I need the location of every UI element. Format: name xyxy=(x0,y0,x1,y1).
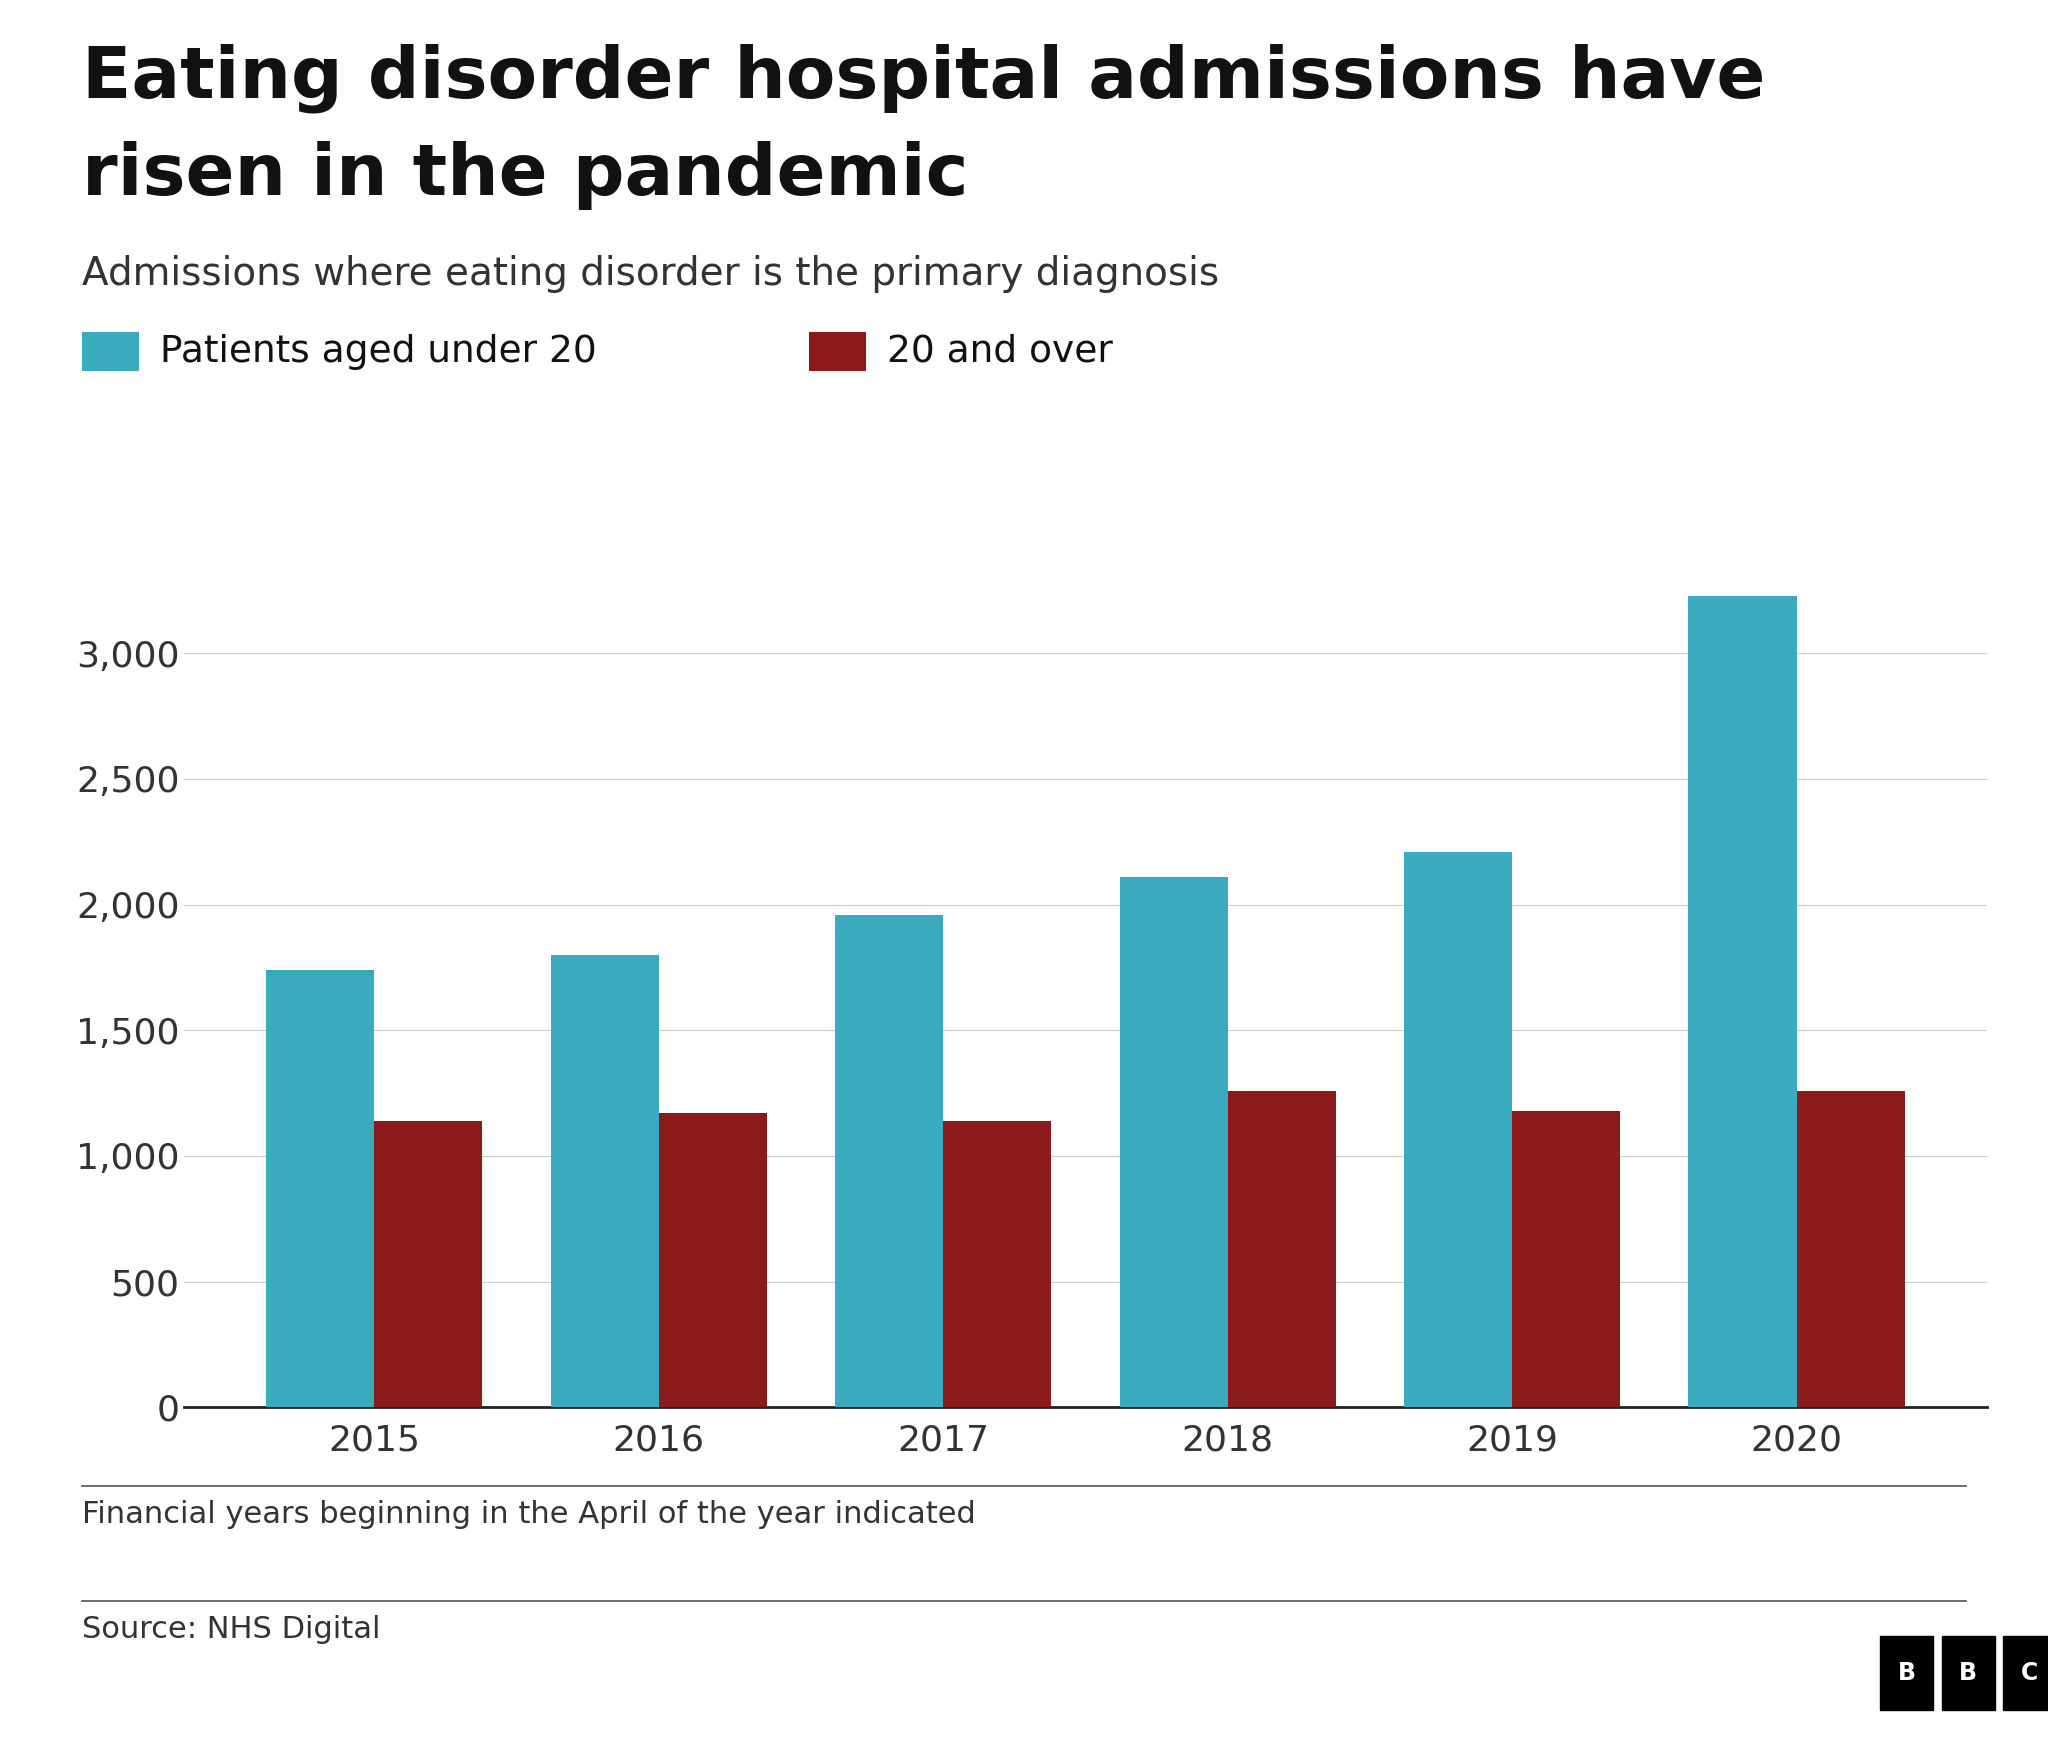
Text: B: B xyxy=(1960,1660,1976,1685)
Bar xyxy=(1227,1091,1335,1407)
Text: Financial years beginning in the April of the year indicated: Financial years beginning in the April o… xyxy=(82,1500,975,1529)
Bar xyxy=(1120,878,1227,1407)
Bar xyxy=(659,1113,766,1407)
Bar xyxy=(1688,596,1796,1407)
Text: B: B xyxy=(1898,1660,1915,1685)
Text: 20 and over: 20 and over xyxy=(887,334,1112,369)
Bar xyxy=(1405,851,1511,1407)
Text: Patients aged under 20: Patients aged under 20 xyxy=(160,334,596,369)
Bar xyxy=(836,915,944,1407)
Text: Source: NHS Digital: Source: NHS Digital xyxy=(82,1615,381,1643)
Bar xyxy=(551,955,659,1407)
Bar xyxy=(1511,1110,1620,1407)
Text: risen in the pandemic: risen in the pandemic xyxy=(82,141,969,209)
Bar xyxy=(375,1120,483,1407)
Bar xyxy=(1796,1091,1905,1407)
Text: Eating disorder hospital admissions have: Eating disorder hospital admissions have xyxy=(82,44,1765,114)
Text: Admissions where eating disorder is the primary diagnosis: Admissions where eating disorder is the … xyxy=(82,255,1219,294)
Text: C: C xyxy=(2021,1660,2038,1685)
Bar xyxy=(944,1120,1051,1407)
Bar xyxy=(266,969,375,1407)
